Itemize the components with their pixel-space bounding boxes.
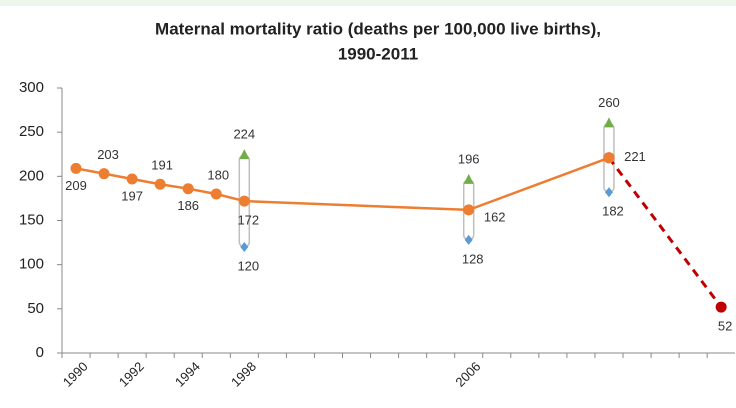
data-label: 162 [484,209,506,224]
x-tick-label: 2006 [452,359,483,390]
point [98,168,110,180]
chart-title: Maternal mortality ratio (deaths per 100… [155,19,601,38]
data-label: 186 [177,198,199,213]
y-tick-label: 100 [19,256,44,273]
y-tick-label: 150 [19,211,44,228]
data-label: 224 [233,127,255,142]
point [182,183,194,195]
point [238,195,250,207]
data-label: 180 [207,167,229,182]
lower-marker [604,187,613,198]
data-label: 196 [458,151,480,166]
data-label: 209 [65,178,87,193]
point [154,178,166,190]
data-label: 120 [237,258,259,273]
upper-marker [239,149,250,160]
point [715,301,727,313]
chart-title: 1990-2011 [338,44,418,63]
y-tick-label: 50 [27,300,44,317]
lower-marker [464,234,473,245]
data-label: 203 [97,147,119,162]
upper-marker [603,117,614,128]
y-tick-label: 300 [19,79,44,96]
x-tick-label: 1994 [172,359,203,390]
y-tick-label: 0 [36,344,44,361]
y-tick-label: 200 [19,167,44,184]
data-label: 182 [602,204,624,219]
x-tick-label: 1998 [228,359,259,390]
data-label: 191 [151,158,173,173]
top-band [0,0,736,6]
data-label: 52 [718,319,732,334]
x-tick-label: 1990 [60,359,91,390]
series-line [607,156,723,308]
upper-marker [463,173,474,184]
point [126,173,138,185]
lower-marker [240,242,249,252]
point [70,162,82,174]
point [463,204,475,216]
data-label: 128 [462,251,484,266]
data-label: 221 [624,149,646,164]
data-label: 172 [237,213,259,228]
point [210,188,222,200]
x-tick-label: 1992 [116,359,147,390]
y-tick-label: 250 [19,123,44,140]
data-label: 197 [121,188,143,203]
data-label: 260 [598,95,620,110]
point [603,152,615,164]
